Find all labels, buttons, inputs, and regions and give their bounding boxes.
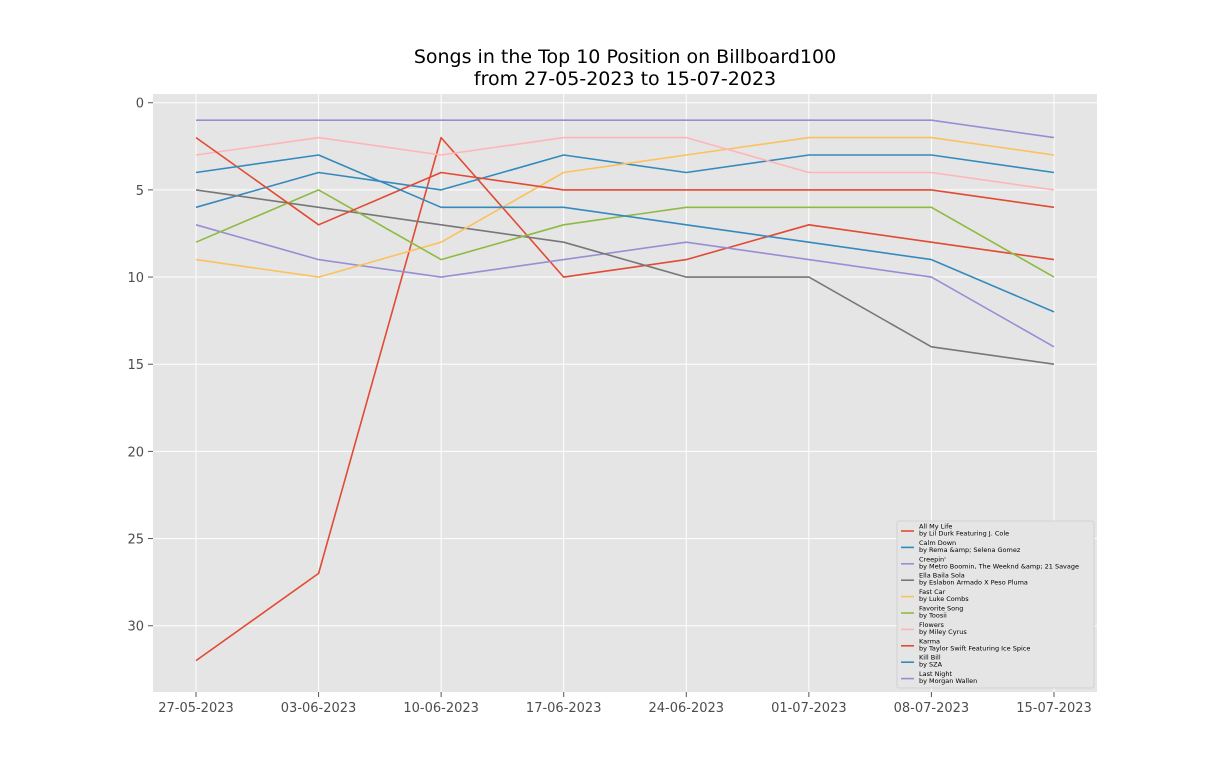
x-tick-label: 27-05-2023 xyxy=(158,701,234,716)
y-tick-label: 25 xyxy=(127,533,144,548)
legend-label-title: Karma xyxy=(919,637,940,645)
legend-box xyxy=(896,520,1095,689)
legend-label-artist: by Rema &amp; Selena Gomez xyxy=(919,546,1021,554)
y-tick-label: 15 xyxy=(127,358,144,373)
series-line xyxy=(195,136,1055,278)
series-line xyxy=(196,119,1055,139)
legend-label-artist: by SZA xyxy=(919,661,943,669)
legend-label-artist: by Eslabon Armado X Peso Pluma xyxy=(919,579,1028,587)
series-line xyxy=(195,154,1055,313)
x-tick-label: 15-07-2023 xyxy=(1016,701,1092,716)
legend-label-artist: by Lil Durk Featuring J. Cole xyxy=(919,530,1009,538)
legend-label-artist: by Miley Cyrus xyxy=(919,628,967,636)
series-line xyxy=(195,136,1055,662)
series-lines xyxy=(195,119,1055,662)
series-line xyxy=(195,136,1055,191)
y-tick-label: 10 xyxy=(127,271,144,286)
y-tick-label: 30 xyxy=(127,620,144,635)
axis-ticks: 0 5 10 15 20 25 30 27-05-2023 03-06-2023 10-06-20… xyxy=(127,97,1091,716)
x-tick-label: 17-06-2023 xyxy=(526,701,602,716)
legend-label-artist: by Metro Boomin, The Weeknd &amp; 21 Sav… xyxy=(919,562,1079,570)
series-line xyxy=(195,189,1055,365)
legend-label-artist: by Morgan Wallen xyxy=(919,677,977,685)
x-tick-label: 03-06-2023 xyxy=(281,701,357,716)
legend-label-artist: by Taylor Swift Featuring Ice Spice xyxy=(919,644,1030,652)
legend-label-title: Creepin' xyxy=(919,555,946,563)
x-tick-label: 24-06-2023 xyxy=(649,701,725,716)
legend-label-title: Last Night xyxy=(919,670,953,678)
chart-title-line-2: from 27-05-2023 to 15-07-2023 xyxy=(474,68,776,90)
legend-label-artist: by Luke Combs xyxy=(919,595,969,603)
y-tick-label: 20 xyxy=(127,445,144,460)
legend-label-artist: by Toosii xyxy=(919,612,947,620)
x-tick-label: 01-07-2023 xyxy=(771,701,847,716)
series-line xyxy=(195,224,1055,348)
legend-label-title: Ella Baila Sola xyxy=(919,572,965,580)
legend-label-title: Favorite Song xyxy=(919,605,963,613)
x-tick-label: 10-06-2023 xyxy=(403,701,479,716)
legend-label-title: Fast Car xyxy=(919,588,946,596)
series-line xyxy=(195,136,1055,226)
y-tick-label: 0 xyxy=(136,97,144,112)
x-tick-label: 08-07-2023 xyxy=(894,701,970,716)
legend-label-title: Calm Down xyxy=(919,539,956,547)
chart-title-line-1: Songs in the Top 10 Position on Billboar… xyxy=(414,46,836,68)
legend-label-title: All My Life xyxy=(919,523,952,531)
y-tick-label: 5 xyxy=(136,184,144,199)
legend-label-title: Flowers xyxy=(919,621,945,629)
legend-label-title: Kill Bill xyxy=(919,654,941,662)
